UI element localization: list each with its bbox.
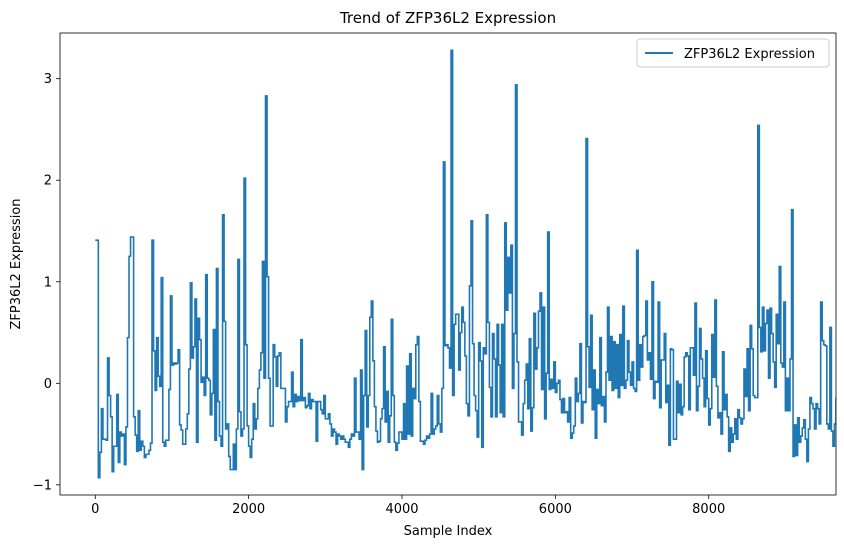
plot-frame xyxy=(59,32,837,496)
legend: ZFP36L2 Expression xyxy=(636,38,830,68)
y-axis-title: ZFP36L2 Expression xyxy=(9,199,24,330)
y-tick-label: 2 xyxy=(44,174,52,189)
chart-title: Trend of ZFP36L2 Expression xyxy=(339,9,556,27)
y-tick-label: 0 xyxy=(44,377,52,392)
plot-area: 0 2000 4000 6000 8000 −1 0 1 2 3 xyxy=(33,32,837,517)
legend-label: ZFP36L2 Expression xyxy=(684,47,815,62)
y-tick-label: 1 xyxy=(44,275,52,290)
x-axis-title: Sample Index xyxy=(404,524,493,539)
series-layer xyxy=(95,49,836,479)
y-tick-label: −1 xyxy=(33,478,52,493)
x-tick-label: 8000 xyxy=(692,502,725,517)
x-tick-label: 4000 xyxy=(385,502,418,517)
legend-box xyxy=(636,38,830,68)
series-line-0 xyxy=(95,49,836,479)
axes-layer: 0 2000 4000 6000 8000 −1 0 1 2 3 xyxy=(33,72,725,517)
y-tick-label: 3 xyxy=(44,72,52,87)
x-tick-label: 0 xyxy=(91,502,99,517)
plot-background xyxy=(60,33,836,495)
x-tick-label: 6000 xyxy=(539,502,572,517)
x-tick-label: 2000 xyxy=(232,502,265,517)
